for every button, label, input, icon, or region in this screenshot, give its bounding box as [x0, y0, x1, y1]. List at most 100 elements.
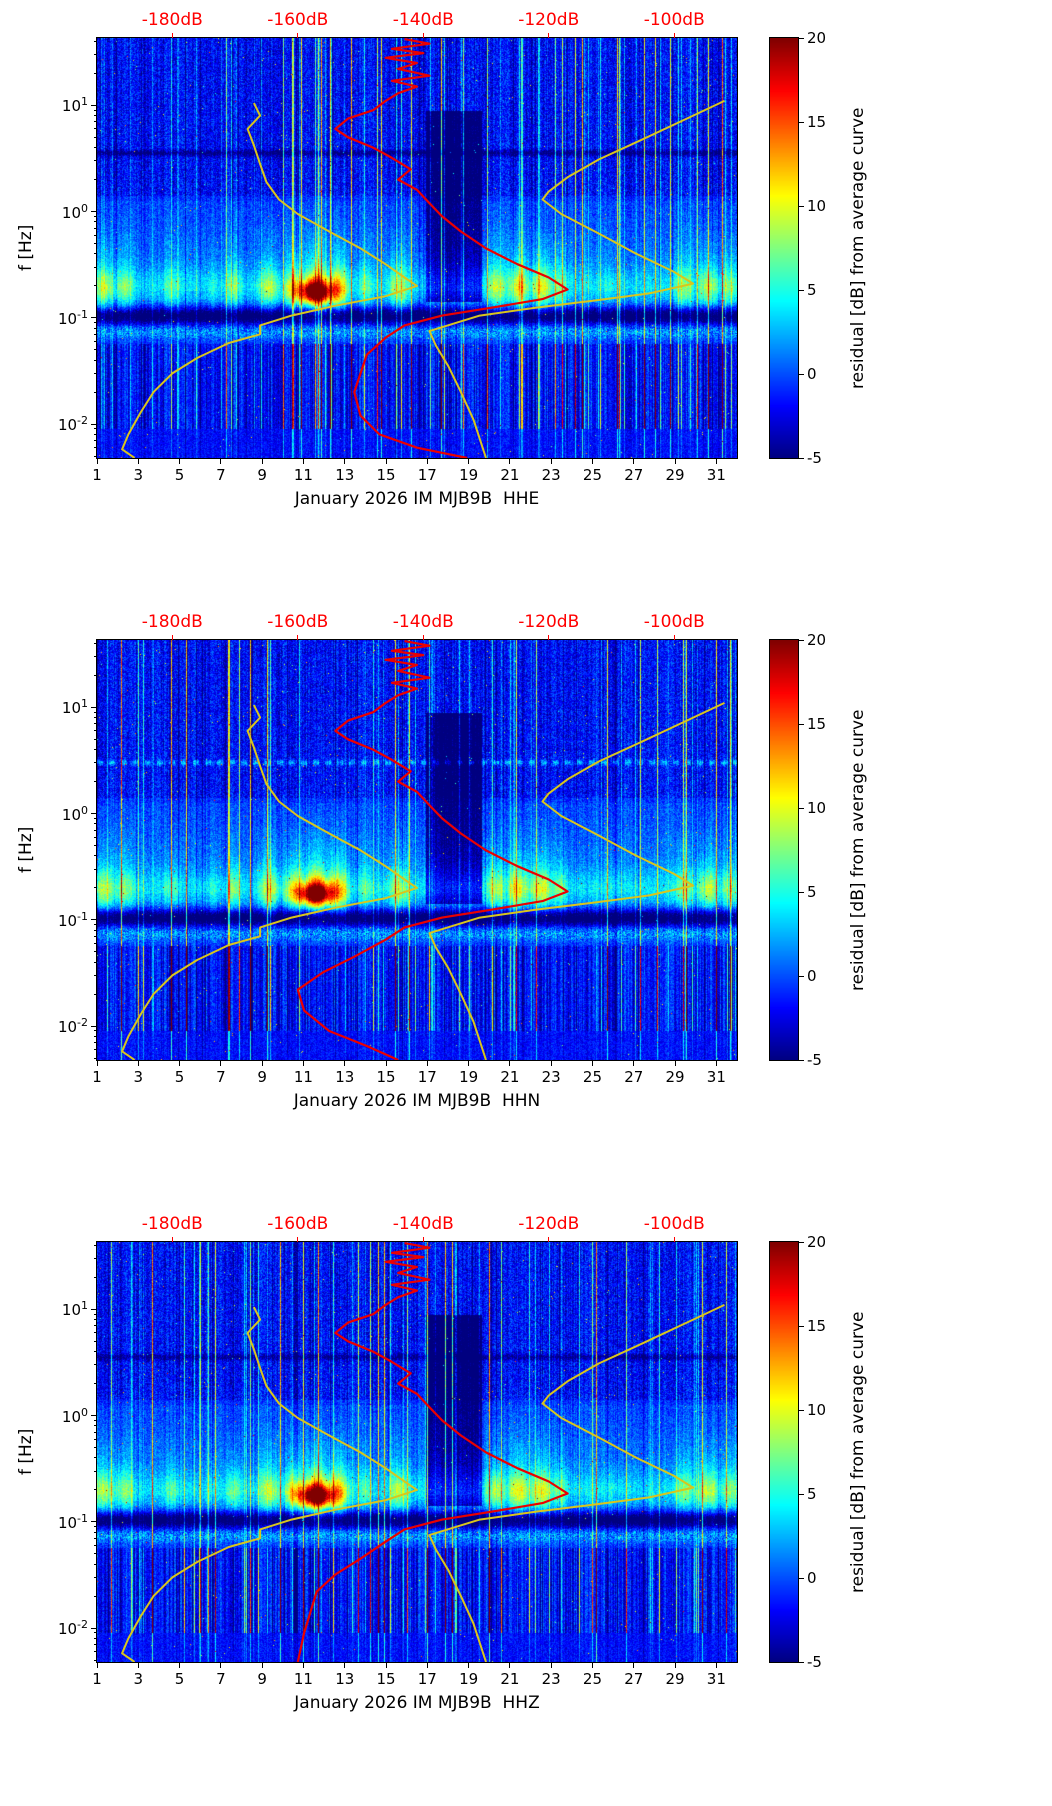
y-tick-label: 101: [61, 1299, 88, 1320]
x-tick-label: 13: [335, 1068, 355, 1086]
colorbar-tick-label: 5: [807, 883, 817, 901]
top-db-tick-label: -160dB: [267, 1214, 329, 1234]
x-tick-label: 25: [582, 466, 603, 484]
spectrogram-plot: [96, 37, 738, 459]
x-tick: [385, 458, 387, 464]
x-tick: [509, 1662, 511, 1668]
colorbar-title: residual [dB] from average curve: [848, 709, 868, 991]
x-tick: [715, 458, 717, 464]
x-tick: [715, 1662, 717, 1668]
colorbar-gradient: [770, 38, 798, 458]
x-tick: [179, 458, 181, 464]
x-tick-label: 5: [174, 1068, 185, 1086]
x-tick: [674, 1662, 676, 1668]
colorbar-tick-label: -5: [807, 1051, 822, 1069]
colorbar: [769, 639, 799, 1061]
x-tick: [137, 458, 139, 464]
x-tick: [302, 1060, 304, 1066]
colorbar-tick-label: -5: [807, 1653, 822, 1671]
x-tick: [261, 458, 263, 464]
colorbar-tick-label: 15: [807, 715, 827, 733]
red-average-psd-curve: [334, 38, 569, 458]
x-tick-label: 21: [500, 1670, 520, 1688]
colorbar: [769, 37, 799, 459]
spectrogram-panel-hhe: f [Hz] 1 3 5 7 9 11 13 15 17 19 21 23 25 27 29 31 101 100…: [0, 0, 1052, 602]
colorbar-tick-label: -5: [807, 449, 822, 467]
colorbar-title: residual [dB] from average curve: [848, 107, 868, 389]
x-tick: [302, 1662, 304, 1668]
y-tick-label: 101: [61, 95, 88, 116]
psd-curves-overlay: [121, 640, 725, 1060]
x-axis-title: January 2026 IM MJB9B HHN: [293, 1091, 541, 1111]
x-tick: [220, 1662, 222, 1668]
colorbar-tick: [798, 1409, 804, 1411]
colorbar-tick-label: 20: [807, 631, 827, 649]
y-tick-label: 10-2: [57, 1016, 88, 1037]
x-tick-label: 25: [582, 1670, 603, 1688]
colorbar-tick: [798, 289, 804, 291]
top-db-tick-label: -180dB: [141, 1214, 203, 1234]
colorbar-tick: [798, 37, 804, 39]
spectrogram-heatmap: [97, 1242, 737, 1662]
x-tick-label: 17: [417, 466, 437, 484]
x-tick-label: 9: [257, 1670, 267, 1688]
y-tick-label: 10-1: [57, 909, 88, 930]
x-tick: [137, 1060, 139, 1066]
colorbar: [769, 1241, 799, 1663]
colorbar-tick-label: 0: [807, 967, 817, 985]
x-tick-label: 3: [133, 1068, 144, 1086]
y-tick-label: 100: [61, 803, 88, 824]
x-tick: [220, 458, 222, 464]
x-tick-label: 23: [541, 1068, 561, 1086]
colorbar-tick-label: 15: [807, 1317, 827, 1335]
colorbar-tick: [798, 1241, 804, 1243]
x-tick: [633, 1662, 635, 1668]
y-tick-label: 10-1: [57, 307, 88, 328]
top-db-tick-label: -140dB: [392, 10, 454, 30]
x-tick-label: 9: [257, 466, 267, 484]
top-db-tick-label: -100dB: [643, 1214, 705, 1234]
colorbar-tick-label: 15: [807, 113, 827, 131]
spectrogram-panel-hhn: f [Hz] 1 3 5 7 9 11 13 15 17 19 21 23 25 27 29 31 101 100…: [0, 602, 1052, 1204]
colorbar-tick: [798, 1059, 804, 1061]
yellow-lower-percentile-curve: [121, 704, 418, 1060]
x-tick-label: 31: [706, 1068, 726, 1086]
x-tick-label: 17: [417, 1068, 437, 1086]
colorbar-tick-label: 10: [807, 197, 827, 215]
x-tick-label: 23: [541, 1670, 561, 1688]
colorbar-tick-label: 20: [807, 1233, 827, 1251]
top-db-tick-label: -180dB: [141, 612, 203, 632]
spectrogram-heatmap: [97, 38, 737, 458]
psd-curves-overlay: [121, 38, 725, 458]
psd-curves-overlay: [121, 1242, 725, 1662]
colorbar-title: residual [dB] from average curve: [848, 1311, 868, 1593]
x-tick-label: 29: [665, 466, 685, 484]
x-tick: [468, 458, 470, 464]
colorbar-tick: [798, 975, 804, 977]
x-tick-label: 5: [174, 1670, 185, 1688]
spectrogram-heatmap: [97, 640, 737, 1060]
x-tick: [550, 1662, 552, 1668]
top-db-tick-label: -120dB: [518, 612, 580, 632]
top-db-tick-label: -140dB: [392, 612, 454, 632]
spectrogram-plot: [96, 639, 738, 1061]
top-db-tick-label: -100dB: [643, 612, 705, 632]
x-tick: [674, 1060, 676, 1066]
x-tick: [179, 1060, 181, 1066]
spectrogram-plot: [96, 1241, 738, 1663]
y-tick-label: 10-1: [57, 1511, 88, 1532]
colorbar-tick-label: 0: [807, 1569, 817, 1587]
x-tick-label: 29: [665, 1670, 685, 1688]
red-average-psd-curve: [296, 640, 569, 1060]
x-tick-label: 29: [665, 1068, 685, 1086]
colorbar-tick-label: 5: [807, 281, 817, 299]
x-axis-title: January 2026 IM MJB9B HHE: [294, 489, 540, 509]
top-db-tick-label: -180dB: [141, 10, 203, 30]
x-tick: [715, 1060, 717, 1066]
colorbar-tick-label: 0: [807, 365, 817, 383]
colorbar-tick: [798, 639, 804, 641]
x-tick: [385, 1662, 387, 1668]
x-tick-label: 3: [133, 466, 144, 484]
x-tick-label: 17: [417, 1670, 437, 1688]
x-tick: [591, 1662, 593, 1668]
